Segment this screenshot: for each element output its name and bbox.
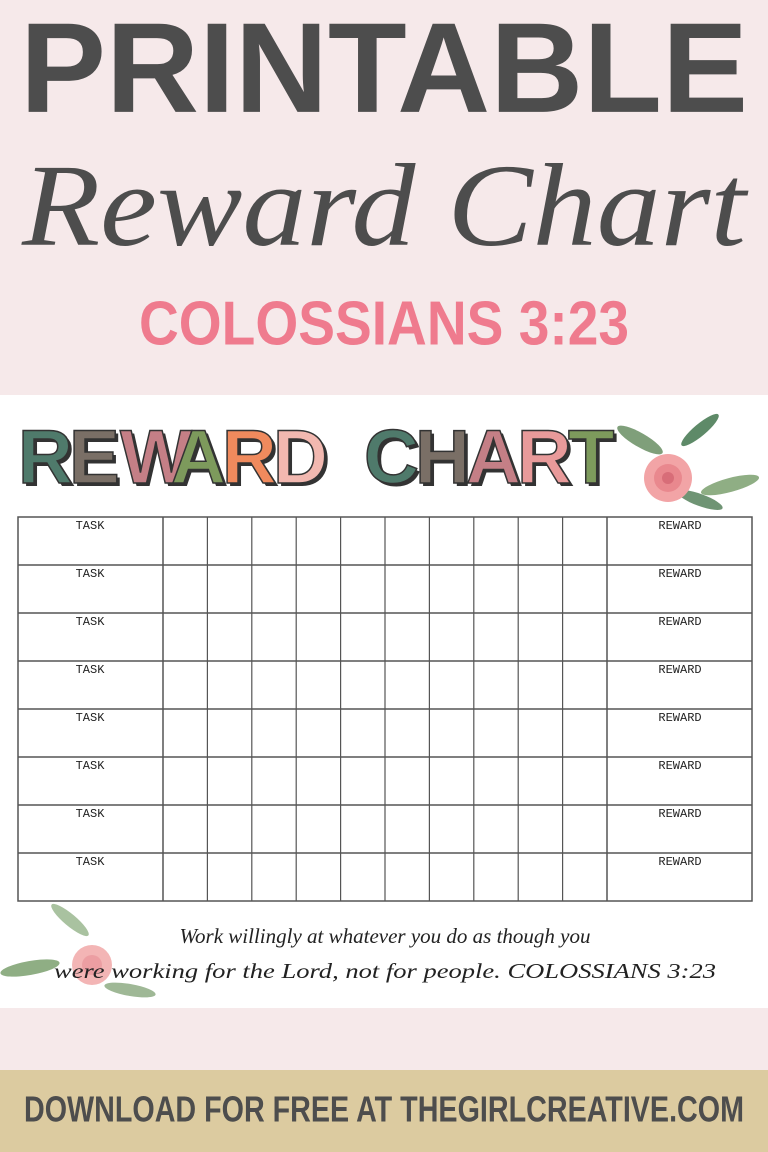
reward-label: REWARD bbox=[658, 711, 701, 725]
task-label: TASK bbox=[76, 759, 106, 773]
heading-letter-shadow: D bbox=[276, 418, 331, 503]
flower-decoration bbox=[0, 903, 156, 998]
heading-letter: E bbox=[69, 415, 120, 500]
reward-label: REWARD bbox=[658, 519, 701, 533]
title: PRINTABLE bbox=[20, 0, 748, 140]
heading-letter-shadow: R bbox=[225, 418, 280, 503]
verse-line: were working for the Lord, not for peopl… bbox=[54, 959, 716, 983]
reward-label: REWARD bbox=[658, 807, 701, 821]
heading-letter: H bbox=[415, 415, 470, 500]
task-label: TASK bbox=[76, 615, 106, 629]
task-label: TASK bbox=[76, 663, 106, 677]
task-label: TASK bbox=[76, 519, 106, 533]
heading-letter-shadow: A bbox=[174, 418, 229, 503]
heading-letter-shadow: R bbox=[520, 418, 575, 503]
reward-label: REWARD bbox=[658, 567, 701, 581]
heading-letter: R bbox=[517, 415, 572, 500]
heading-letter: C bbox=[364, 415, 419, 500]
task-label: TASK bbox=[76, 711, 106, 725]
task-label: TASK bbox=[76, 855, 106, 869]
reward-label: REWARD bbox=[658, 615, 701, 629]
verse-reference: COLOSSIANS 3:23 bbox=[139, 289, 629, 358]
heading-letter: W bbox=[120, 415, 192, 500]
heading-letter-shadow: T bbox=[571, 418, 617, 503]
footer-text: DOWNLOAD FOR FREE AT THEGIRLCREATIVE.COM bbox=[24, 1089, 744, 1130]
task-label: TASK bbox=[76, 567, 106, 581]
reward-label: REWARD bbox=[658, 759, 701, 773]
heading-letter-shadow: C bbox=[367, 418, 422, 503]
sheet bbox=[0, 395, 768, 1008]
subtitle: Reward Chart bbox=[21, 140, 750, 271]
heading-letter: T bbox=[568, 415, 614, 500]
heading-letter: D bbox=[273, 415, 328, 500]
footer-band bbox=[0, 1070, 768, 1152]
heading-letter: R bbox=[222, 415, 277, 500]
heading-letter-shadow: E bbox=[72, 418, 123, 503]
heading-letter: A bbox=[171, 415, 226, 500]
heading-letter: R bbox=[18, 415, 73, 500]
heading-letter: A bbox=[466, 415, 521, 500]
heading-letter-shadow: A bbox=[469, 418, 524, 503]
heading-letter-shadow: W bbox=[123, 418, 195, 503]
reward-label: REWARD bbox=[658, 855, 701, 869]
reward-table: TASK REWARD TASK REWARD TASK REWARD TASK REWARD… bbox=[17, 516, 753, 902]
task-label: TASK bbox=[76, 807, 106, 821]
heading-letter-shadow: R bbox=[21, 418, 76, 503]
verse-line: Work willingly at whatever you do as tho… bbox=[179, 924, 590, 948]
flower-decoration bbox=[617, 413, 760, 510]
reward-label: REWARD bbox=[658, 663, 701, 677]
heading-letter-shadow: H bbox=[418, 418, 473, 503]
